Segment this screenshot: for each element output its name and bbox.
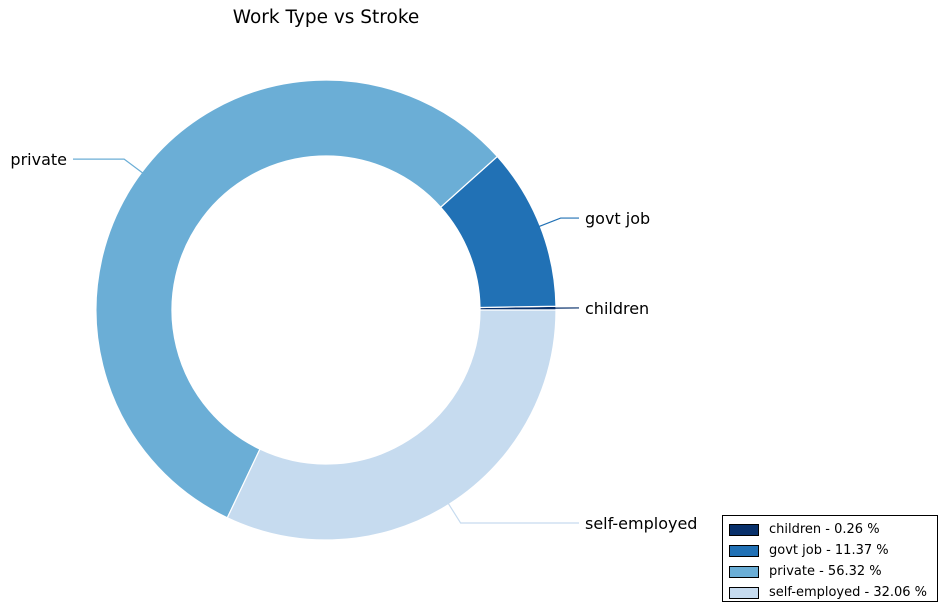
legend-label: private - 56.32 % <box>769 564 882 579</box>
legend-swatch <box>729 586 759 599</box>
wedge-self-employed <box>226 309 557 541</box>
label-private: private <box>10 150 67 169</box>
label-govt-job: govt job <box>585 209 650 228</box>
leader-line-private <box>73 158 144 174</box>
legend-label: children - 0.26 % <box>769 522 880 537</box>
legend-swatch <box>729 523 759 536</box>
wedge-private <box>95 79 499 519</box>
legend-item-self-employed: self-employed - 32.06 % <box>729 582 931 603</box>
legend-item-govt-job: govt job - 11.37 % <box>729 540 931 561</box>
legend-item-children: children - 0.26 % <box>729 519 931 540</box>
legend-swatch <box>729 565 759 578</box>
chart-title: Work Type vs Stroke <box>232 7 420 28</box>
label-children: children <box>585 299 649 318</box>
legend: children - 0.26 % govt job - 11.37 % priva… <box>722 515 938 602</box>
leader-line-self-employed <box>447 502 579 524</box>
label-self-employed: self-employed <box>585 514 697 533</box>
legend-item-private: private - 56.32 % <box>729 561 931 582</box>
legend-swatch <box>729 544 759 557</box>
legend-label: govt job - 11.37 % <box>769 543 889 558</box>
legend-label: self-employed - 32.06 % <box>769 585 928 600</box>
leader-line-govt-job <box>538 217 579 228</box>
